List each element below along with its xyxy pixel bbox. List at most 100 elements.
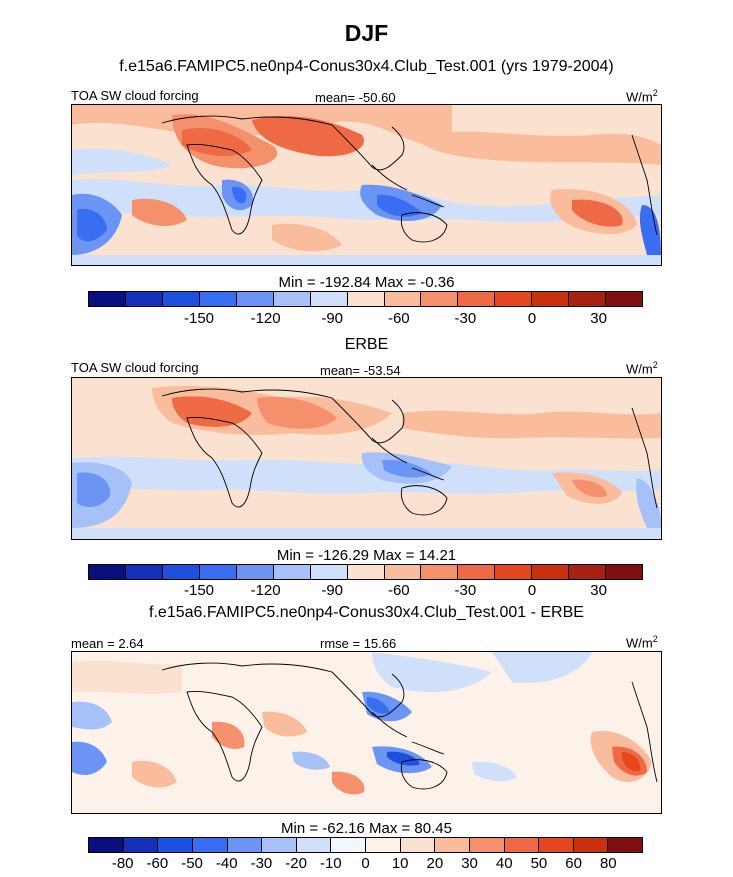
- panel1-title: f.e15a6.FAMIPC5.ne0np4-Conus30x4.Club_Te…: [119, 58, 614, 75]
- colorbar-swatch: [532, 292, 570, 306]
- colorbar-swatch: [192, 838, 228, 852]
- colorbar-swatch: [199, 292, 237, 306]
- colorbar-swatch: [458, 292, 496, 306]
- colorbar-swatch: [273, 565, 311, 579]
- colorbar-tick-label: -40: [215, 855, 238, 872]
- colorbar-swatch: [384, 565, 422, 579]
- colorbar-tick-label: -120: [250, 310, 281, 327]
- colorbar-tick-label: -30: [250, 855, 273, 872]
- colorbar-swatch: [89, 838, 124, 852]
- panel1-mean-label: mean= -50.60: [315, 90, 396, 105]
- panel2-map: [71, 377, 662, 540]
- panel1-left-label: TOA SW cloud forcing: [71, 88, 199, 103]
- colorbar-tick-label: -80: [111, 855, 134, 872]
- colorbar-tick-label: -50: [181, 855, 203, 872]
- colorbar-tick-label: 30: [590, 582, 607, 599]
- colorbar-swatch: [227, 838, 263, 852]
- colorbar-swatch: [262, 838, 297, 852]
- panel3-rmse-label: rmse = 15.66: [320, 636, 397, 651]
- colorbar-swatch: [89, 292, 126, 306]
- colorbar-tick-label: -60: [146, 855, 169, 872]
- colorbar-swatch: [331, 838, 366, 852]
- colorbar-tick-label: -150: [183, 582, 215, 599]
- colorbar-swatch: [495, 292, 533, 306]
- panel3-title: f.e15a6.FAMIPC5.ne0np4-Conus30x4.Club_Te…: [149, 604, 584, 621]
- panel1-colorbar: [88, 291, 643, 307]
- panel2-units: W/m2: [626, 360, 658, 377]
- colorbar-swatch: [158, 838, 193, 852]
- colorbar-swatch: [273, 292, 311, 306]
- colorbar-swatch: [125, 292, 163, 306]
- colorbar-tick-label: 30: [461, 855, 478, 872]
- panel2-title: ERBE: [344, 336, 389, 353]
- panel3-mean-label: mean = 2.64: [71, 636, 144, 651]
- colorbar-tick-label: 0: [361, 855, 370, 872]
- colorbar-swatch: [569, 565, 607, 579]
- panel1-map-svg: [72, 105, 661, 265]
- colorbar-tick-label: 80: [599, 855, 617, 872]
- panel1-units: W/m2: [626, 88, 658, 105]
- colorbar-swatch: [89, 565, 126, 579]
- colorbar-swatch: [569, 292, 607, 306]
- colorbar-swatch: [366, 838, 401, 852]
- colorbar-tick-label: -60: [387, 310, 410, 327]
- colorbar-swatch: [162, 565, 200, 579]
- panel3-colorbar: [88, 837, 643, 853]
- panel3-units: W/m2: [626, 634, 658, 651]
- panel2-mean-label: mean= -53.54: [320, 363, 401, 378]
- panel2-map-svg: [72, 378, 661, 539]
- colorbar-swatch: [539, 838, 574, 852]
- colorbar-swatch: [504, 838, 540, 852]
- colorbar-swatch: [310, 565, 348, 579]
- colorbar-swatch: [608, 838, 642, 852]
- colorbar-tick-label: -90: [321, 310, 344, 327]
- panel1-map: [71, 104, 662, 266]
- colorbar-swatch: [532, 565, 570, 579]
- panel3-map: [71, 651, 662, 814]
- colorbar-swatch: [469, 838, 505, 852]
- colorbar-swatch: [400, 838, 436, 852]
- colorbar-tick-label: 20: [426, 855, 444, 872]
- colorbar-tick-label: -10: [319, 855, 342, 872]
- colorbar-swatch: [347, 292, 385, 306]
- colorbar-swatch: [606, 292, 643, 306]
- colorbar-swatch: [125, 565, 163, 579]
- colorbar-swatch: [296, 838, 332, 852]
- colorbar-tick-label: 60: [565, 855, 582, 872]
- colorbar-swatch: [162, 292, 200, 306]
- colorbar-swatch: [435, 838, 470, 852]
- colorbar-swatch: [236, 565, 274, 579]
- colorbar-swatch: [458, 565, 496, 579]
- colorbar-swatch: [199, 565, 237, 579]
- colorbar-swatch: [421, 565, 459, 579]
- colorbar-tick-label: -60: [387, 582, 410, 599]
- colorbar-tick-label: -150: [183, 310, 215, 327]
- colorbar-tick-label: -20: [285, 855, 307, 872]
- panel2-left-label: TOA SW cloud forcing: [71, 360, 199, 375]
- colorbar-tick-label: 40: [495, 855, 513, 872]
- colorbar-tick-label: 50: [530, 855, 548, 872]
- colorbar-tick-label: -30: [454, 310, 477, 327]
- panel3-map-svg: [72, 652, 661, 813]
- colorbar-tick-label: -120: [250, 582, 281, 599]
- colorbar-tick-label: 30: [590, 310, 607, 327]
- colorbar-swatch: [495, 565, 533, 579]
- colorbar-swatch: [347, 565, 385, 579]
- colorbar-tick-label: 0: [527, 582, 537, 599]
- colorbar-tick-label: -30: [454, 582, 477, 599]
- colorbar-tick-label: -90: [321, 582, 344, 599]
- colorbar-swatch: [384, 292, 422, 306]
- colorbar-tick-label: 0: [527, 310, 537, 327]
- colorbar-swatch: [606, 565, 643, 579]
- panel2-colorbar: [88, 564, 643, 580]
- colorbar-swatch: [421, 292, 459, 306]
- colorbar-swatch: [573, 838, 609, 852]
- colorbar-swatch: [123, 838, 159, 852]
- colorbar-tick-label: 10: [391, 855, 409, 872]
- panel2-minmax: Min = -126.29 Max = 14.21: [276, 547, 457, 564]
- colorbar-swatch: [236, 292, 274, 306]
- panel3-minmax: Min = -62.16 Max = 80.45: [281, 820, 452, 837]
- figure-title: DJF: [344, 20, 389, 46]
- colorbar-swatch: [310, 292, 348, 306]
- panel1-minmax: Min = -192.84 Max = -0.36: [278, 274, 455, 291]
